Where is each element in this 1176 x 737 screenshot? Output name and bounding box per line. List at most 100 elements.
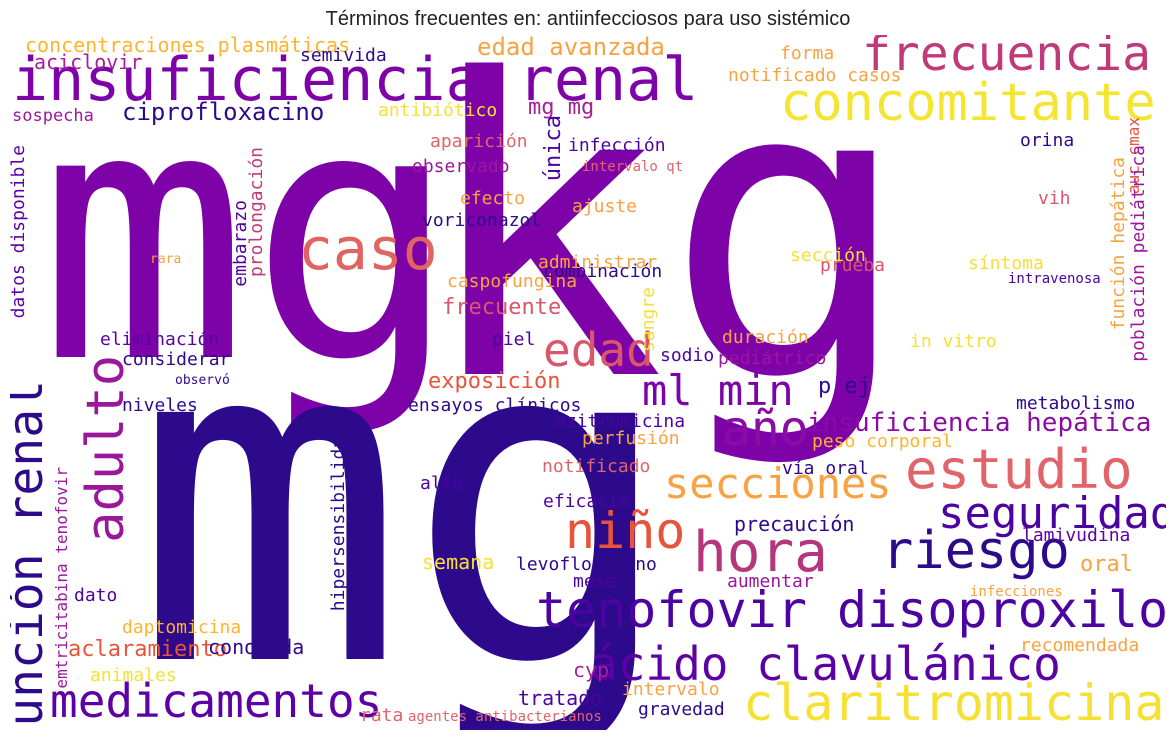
word-sintoma: síntoma bbox=[968, 253, 1044, 274]
word-orina: orina bbox=[1020, 130, 1075, 151]
word-sodio: sodio bbox=[660, 345, 715, 366]
word-antibiotico: antibiótico bbox=[378, 100, 498, 121]
word-kg: kg bbox=[418, 35, 912, 471]
word-funcion-renal: función renal bbox=[10, 380, 54, 730]
word-acido-clavulanico: ácido clavulánico bbox=[590, 637, 1061, 691]
word-considerar: considerar bbox=[122, 349, 231, 370]
word-recomendada: recomendada bbox=[1020, 635, 1140, 656]
word-intravenosa: intravenosa bbox=[1008, 271, 1101, 287]
word-rara: rara bbox=[150, 252, 182, 267]
word-combinacion: combinación bbox=[543, 261, 663, 282]
word-insuficiencia-hepatica: insuficiencia hepática bbox=[807, 408, 1152, 438]
word-ajuste: ajuste bbox=[572, 196, 638, 217]
word-prolongacion: prolongación bbox=[246, 147, 267, 278]
word-observado: observado bbox=[412, 156, 510, 177]
word-ml-min: ml min bbox=[642, 366, 794, 415]
word-riesgo: riesgo bbox=[882, 521, 1070, 581]
word-seccion: sección bbox=[790, 245, 866, 266]
word-via-oral: vía oral bbox=[782, 458, 869, 479]
word-duracion: duración bbox=[722, 327, 809, 348]
word-notificado-casos: notificado casos bbox=[728, 65, 902, 86]
word-ciprofloxacino: ciprofloxacino bbox=[122, 98, 325, 126]
word-peso-corporal: peso corporal bbox=[812, 431, 953, 452]
word-intervalo: intervalo bbox=[622, 679, 720, 700]
word-poblacion-pediatrica: población pediátrica bbox=[1128, 145, 1149, 362]
word-seguridad: seguridad bbox=[938, 488, 1166, 539]
word-nino: niño bbox=[565, 502, 686, 560]
word-datos-disponible: datos disponible bbox=[10, 145, 29, 319]
word-secciones: secciones bbox=[664, 459, 892, 508]
word-perfusion: perfusión bbox=[582, 428, 680, 449]
word-frecuencia: frecuencia bbox=[862, 35, 1151, 82]
word-concomitante: concomitante bbox=[780, 73, 1156, 133]
word-aciclovir: aciclovir bbox=[34, 50, 143, 74]
word-administrar: administrar bbox=[538, 252, 658, 273]
word-sospecha: sospecha bbox=[12, 106, 94, 126]
word-dato: dato bbox=[74, 585, 118, 606]
word-eficacia: eficacia bbox=[543, 491, 630, 512]
word-mg-mg: mg mg bbox=[528, 95, 595, 120]
word-aparicion: aparición bbox=[430, 131, 528, 152]
word-frecuente: frecuente bbox=[442, 295, 562, 320]
word-observo: observó bbox=[175, 373, 230, 388]
word-insuficiencia-renal: insuficiencia renal bbox=[12, 45, 699, 115]
word-unica: única bbox=[541, 115, 566, 182]
word-funcion-hepatica: función hepática bbox=[1108, 157, 1129, 331]
word-mg-large: mg bbox=[38, 35, 460, 440]
word-sangre: sangre bbox=[638, 287, 659, 353]
word-mg-bottom: mg bbox=[133, 239, 678, 730]
word-pediatrico: pediátrico bbox=[718, 348, 827, 369]
word-prueba: prueba bbox=[820, 255, 886, 276]
word-niveles: niveles bbox=[122, 395, 198, 416]
word-rata: rata bbox=[360, 705, 404, 726]
word-p-ej: p ej bbox=[818, 374, 871, 399]
word-agentes-antibacterianos: agentes antibacterianos bbox=[408, 709, 602, 725]
word-concentraciones-plasmaticas: concentraciones plasmáticas bbox=[25, 35, 351, 57]
word-edad: edad bbox=[543, 323, 654, 377]
word-cloud: mg kg mg insuficiencia renal concomitant… bbox=[10, 35, 1166, 730]
word-tenofovir-disoproxilo: tenofovir disoproxilo bbox=[536, 581, 1166, 639]
word-hora: hora bbox=[693, 520, 828, 585]
word-caspofungina: caspofungina bbox=[447, 271, 578, 292]
word-lamivudina: lamivudina bbox=[1022, 525, 1131, 546]
word-piel: piel bbox=[492, 329, 536, 350]
word-exposicion: exposición bbox=[428, 369, 561, 394]
word-gravedad: gravedad bbox=[638, 699, 725, 720]
word-conocida: conocida bbox=[208, 635, 305, 659]
word-oral: oral bbox=[1080, 552, 1133, 577]
word-efecto: efecto bbox=[460, 188, 526, 209]
word-daptomicina: daptomicina bbox=[122, 617, 242, 638]
word-adulto: adulto bbox=[76, 355, 136, 543]
word-caso: caso bbox=[298, 215, 438, 283]
word-precaucion: precaución bbox=[734, 512, 855, 536]
word-vih: vih bbox=[1038, 188, 1071, 209]
word-infeccion: infección bbox=[568, 135, 666, 156]
word-forma: forma bbox=[780, 43, 835, 64]
word-notificado: notificado bbox=[542, 456, 651, 477]
word-mese: mese bbox=[573, 571, 617, 592]
word-levofloxacino: levofloxacino bbox=[516, 554, 657, 575]
word-aclaramiento: aclaramiento bbox=[68, 637, 227, 662]
word-medicamentos: medicamentos bbox=[50, 674, 383, 728]
word-tratado: tratado bbox=[518, 686, 603, 710]
word-estudio: estudio bbox=[905, 438, 1133, 501]
word-in-vitro: in vitro bbox=[910, 331, 997, 352]
word-ano: año bbox=[722, 401, 809, 457]
word-semivida: semivida bbox=[300, 45, 387, 66]
word-claritromicina: claritromicina bbox=[743, 674, 1165, 730]
word-infecciones: infecciones bbox=[970, 584, 1063, 600]
word-cyp: cyp bbox=[573, 658, 610, 682]
word-edad-avanzada: edad avanzada bbox=[477, 35, 665, 61]
word-metabolismo: metabolismo bbox=[1016, 393, 1136, 414]
wordcloud-title: Términos frecuentes en: antiinfecciosos … bbox=[325, 8, 851, 30]
word-intervalo-qt: intervalo qt bbox=[582, 159, 684, 175]
word-ensayos-clinicos: ensayos clínicos bbox=[408, 395, 582, 416]
word-aumentar: aumentar bbox=[727, 571, 814, 592]
word-voriconazol: voriconazol bbox=[422, 210, 542, 231]
word-azitromicina: azitromicina bbox=[555, 411, 686, 432]
word-semana: semana bbox=[422, 550, 495, 574]
word-eliminacion: eliminación bbox=[100, 329, 220, 350]
word-hipersensibilidad: hipersensibilidad bbox=[328, 427, 349, 612]
word-animales: animales bbox=[90, 665, 177, 686]
word-alta: alta bbox=[420, 473, 464, 494]
